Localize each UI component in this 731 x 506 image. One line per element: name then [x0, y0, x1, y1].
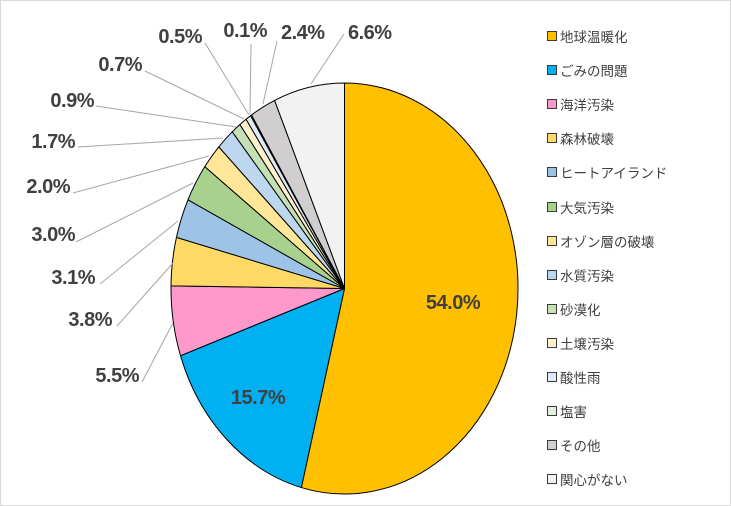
- leader-line: [95, 105, 237, 128]
- leader-line: [99, 220, 179, 285]
- data-labels: 54.0%15.7%5.5%3.8%3.1%3.0%2.0%1.7%0.9%0.…: [26, 20, 481, 409]
- pie-slice: [179, 287, 346, 489]
- legend-swatch: [547, 440, 557, 451]
- legend-swatch: [547, 406, 557, 417]
- leader-line: [77, 137, 224, 148]
- legend-label: ヒートアイランド: [560, 166, 668, 183]
- legend-label: 関心がない: [560, 473, 628, 490]
- data-label: 3.8%: [68, 309, 112, 331]
- legend-label: その他: [560, 439, 601, 456]
- legend-item-not-interested: 関心がない: [547, 469, 628, 489]
- legend-swatch: [547, 372, 557, 382]
- data-label: 3.1%: [51, 267, 95, 289]
- leader-line: [262, 40, 278, 105]
- legend-item-air-pollution: 大気汚染: [547, 197, 614, 217]
- legend-swatch: [547, 99, 557, 110]
- legend-label: 水質汚染: [560, 268, 614, 285]
- legend-item-soil-pollution: 土壌汚染: [547, 333, 614, 353]
- legend-label: 大気汚染: [560, 200, 614, 217]
- legend-label: 地球温暖化: [560, 30, 628, 46]
- legend-label: 塩害: [560, 405, 587, 422]
- legend-swatch: [547, 337, 557, 348]
- legend-swatch: [547, 201, 557, 212]
- data-label: 0.5%: [158, 26, 202, 48]
- data-label: 5.5%: [95, 365, 139, 387]
- pie-slice: [300, 82, 519, 495]
- legend-label: 酸性雨: [560, 371, 601, 387]
- pie-slices: [170, 82, 519, 495]
- legend-label: ごみの問題: [560, 64, 628, 81]
- leader-line: [72, 155, 210, 194]
- data-label: 54.0%: [426, 292, 481, 314]
- legend-swatch: [547, 303, 557, 314]
- legend-swatch: [547, 269, 557, 280]
- leader-line: [141, 322, 174, 383]
- pie-slice: [273, 82, 345, 289]
- leader-line: [204, 42, 250, 116]
- leader-lines: [72, 33, 345, 383]
- data-label: 0.1%: [223, 20, 267, 42]
- legend-label: オゾン層の破壊: [560, 234, 655, 251]
- legend-label: 森林破壊: [560, 132, 614, 149]
- data-label: 6.6%: [348, 22, 392, 44]
- leader-line: [75, 182, 194, 243]
- leader-line: [310, 33, 345, 85]
- legend-item-acid-rain: 酸性雨: [547, 367, 601, 387]
- leader-line: [116, 262, 174, 327]
- legend-item-water-pollution: 水質汚染: [547, 265, 614, 285]
- data-label: 2.4%: [281, 22, 325, 44]
- legend-swatch: [547, 474, 557, 485]
- data-label: 0.9%: [50, 90, 94, 112]
- legend-swatch: [547, 65, 557, 76]
- legend-item-global-warming: 地球温暖化: [547, 26, 628, 46]
- legend-item-desertification: 砂漠化: [547, 299, 601, 319]
- legend-swatch: [547, 31, 557, 41]
- legend-item-ozone-depletion: オゾン層の破壊: [547, 231, 655, 251]
- leader-line: [249, 43, 252, 115]
- legend-swatch: [547, 167, 557, 178]
- legend-item-garbage: ごみの問題: [547, 60, 628, 80]
- legend-item-salt-damage: 塩害: [547, 401, 587, 421]
- legend-swatch: [547, 133, 557, 144]
- legend-label: 砂漠化: [560, 302, 601, 319]
- data-label: 3.0%: [31, 224, 75, 246]
- legend-item-ocean-pollution: 海洋汚染: [547, 94, 614, 114]
- legend-swatch: [547, 235, 557, 246]
- leader-line: [144, 70, 245, 120]
- legend-label: 土壌汚染: [560, 336, 614, 353]
- legend-item-deforestation: 森林破壊: [547, 128, 614, 148]
- legend-item-other: その他: [547, 435, 601, 455]
- data-label: 2.0%: [26, 176, 70, 198]
- legend-item-heat-island: ヒートアイランド: [547, 162, 667, 182]
- data-label: 0.7%: [98, 54, 142, 76]
- legend-label: 海洋汚染: [560, 98, 614, 115]
- data-label: 15.7%: [231, 387, 286, 409]
- data-label: 1.7%: [31, 131, 75, 153]
